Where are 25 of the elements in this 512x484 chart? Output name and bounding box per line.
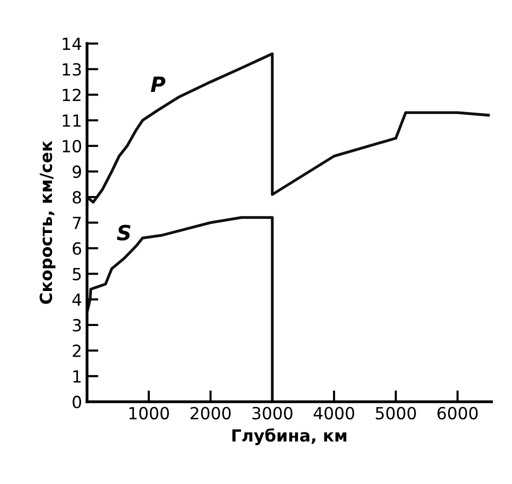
y-tick-label: 4 — [72, 294, 82, 306]
y-tick-label: 14 — [62, 38, 82, 50]
y-tick-label: 8 — [72, 191, 82, 204]
y-tick-label: 12 — [62, 88, 81, 102]
y-axis-title: Скорость, км/сек — [40, 140, 56, 304]
y-tick-label: 1 — [73, 370, 81, 382]
y-tick-label: 2 — [72, 344, 81, 357]
x-axis-title: Глубина, км — [232, 428, 346, 446]
x-tick-label: 2000 — [190, 406, 231, 420]
series-label: S — [116, 224, 130, 241]
y-tick-label: 3 — [72, 318, 81, 332]
y-tick-label: 13 — [62, 63, 81, 76]
x-tick-label: 6000 — [438, 406, 478, 420]
y-tick-label: 0 — [72, 396, 82, 408]
x-tick-label: 5000 — [376, 406, 416, 420]
y-tick-label: 9 — [72, 165, 82, 178]
x-tick-label: 1000 — [129, 406, 169, 420]
y-tick-label: 6 — [72, 242, 82, 255]
x-tick-label: 4000 — [314, 406, 354, 420]
y-tick-label: 7 — [72, 216, 81, 229]
x-tick-label: 3000 — [252, 406, 292, 420]
y-tick-label: 11 — [62, 114, 81, 127]
y-tick-label: 10 — [62, 140, 82, 152]
y-tick-label: 5 — [72, 268, 81, 280]
series-label: P — [150, 76, 166, 92]
